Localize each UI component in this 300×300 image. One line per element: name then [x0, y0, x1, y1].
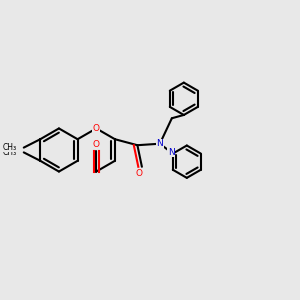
Text: O: O: [93, 140, 100, 148]
Text: CH₃: CH₃: [3, 143, 17, 152]
Text: O: O: [135, 169, 142, 178]
Text: N: N: [168, 148, 175, 157]
Text: CH₃: CH₃: [3, 148, 17, 157]
Text: O: O: [93, 124, 100, 133]
Text: N: N: [157, 139, 163, 148]
